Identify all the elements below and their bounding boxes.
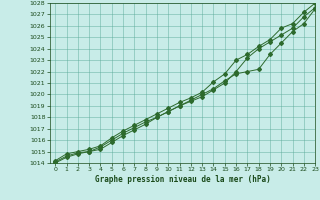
X-axis label: Graphe pression niveau de la mer (hPa): Graphe pression niveau de la mer (hPa)	[94, 175, 270, 184]
